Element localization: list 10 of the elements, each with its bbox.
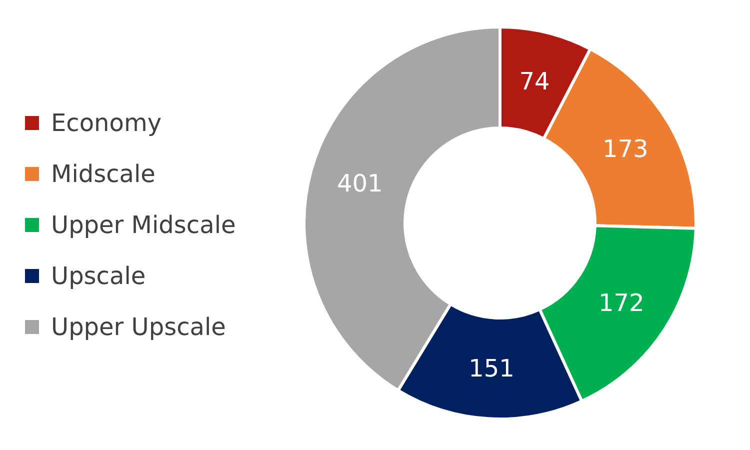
- legend-label: Upper Midscale: [51, 211, 236, 239]
- data-label: 401: [337, 170, 383, 198]
- data-label: 74: [519, 68, 550, 96]
- data-label: 173: [602, 135, 648, 164]
- legend-label: Upper Upscale: [51, 313, 226, 341]
- legend-label: Upscale: [51, 262, 146, 290]
- data-label: 151: [468, 354, 514, 382]
- data-label: 172: [598, 289, 644, 318]
- legend-label: Midscale: [51, 160, 156, 188]
- legend-label: Economy: [51, 109, 162, 137]
